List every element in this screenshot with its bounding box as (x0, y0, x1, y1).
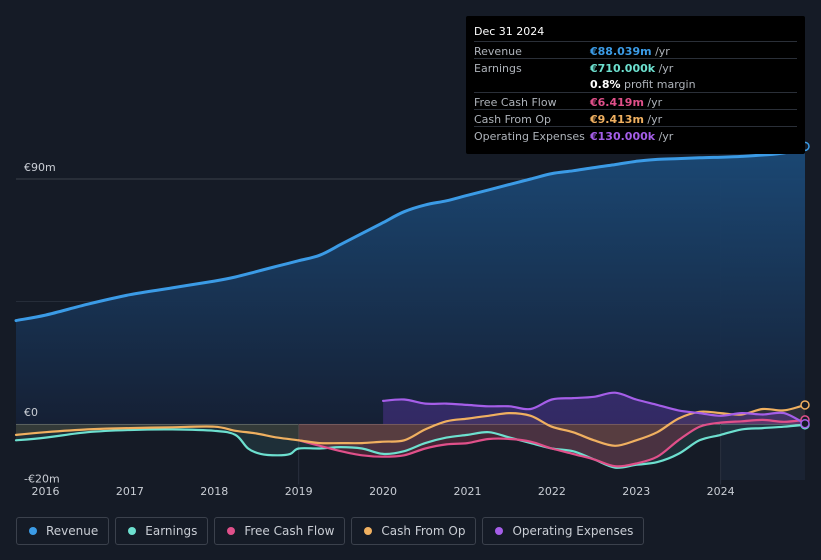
x-tick-label: 2021 (453, 485, 481, 498)
legend-label: Free Cash Flow (244, 524, 335, 538)
legend-dot-icon (227, 527, 236, 535)
y-tick-label: €0 (24, 406, 38, 419)
tooltip-row-profit-margin: 0.8% profit margin (474, 75, 797, 92)
y-axis-tick-labels: €90m €0 -€20m (24, 161, 60, 485)
earnings-line (14, 423, 807, 469)
tooltip-unit: /yr (655, 130, 674, 143)
legend-item-cash-from-op[interactable]: Cash From Op (351, 517, 477, 545)
cash-from-op-area (16, 404, 805, 446)
x-tick-label: 2016 (32, 485, 60, 498)
tooltip-label: Earnings (474, 62, 522, 75)
tooltip-row-revenue: Revenue €88.039m /yr (474, 41, 797, 59)
tooltip-row-operating-expenses: Operating Expenses €130.000k /yr (474, 126, 797, 144)
x-tick-label: 2020 (369, 485, 397, 498)
tooltip-value: €710.000k (590, 62, 656, 75)
cash-from-op-end-marker (800, 400, 810, 410)
tooltip-value: 0.8% (590, 78, 621, 91)
cash-from-op-line (14, 403, 807, 447)
legend-item-free-cash-flow[interactable]: Free Cash Flow (214, 517, 346, 545)
legend-item-earnings[interactable]: Earnings (115, 517, 209, 545)
operating-expenses-end-marker (800, 418, 810, 429)
x-tick-label: 2023 (622, 485, 650, 498)
y-tick-label: €90m (24, 161, 56, 174)
revenue-line (14, 144, 807, 323)
legend-label: Earnings (145, 524, 198, 538)
earnings-area (16, 424, 805, 468)
tooltip-value: €9.413m (590, 113, 644, 126)
tooltip-value: €6.419m (590, 96, 644, 109)
legend-label: Operating Expenses (512, 524, 634, 538)
x-tick-label: 2024 (707, 485, 735, 498)
tooltip-label: Cash From Op (474, 113, 552, 126)
tooltip-row-earnings: Earnings €710.000k /yr (474, 58, 797, 76)
tooltip-label: Revenue (474, 45, 522, 58)
legend-item-revenue[interactable]: Revenue (16, 517, 110, 545)
tooltip-date: Dec 31 2024 (474, 25, 545, 38)
free-cash-flow-area (298, 419, 805, 467)
revenue-area (16, 146, 805, 425)
tooltip-row-cash-from-op: Cash From Op €9.413m /yr (474, 109, 797, 127)
legend-dot-icon (29, 527, 37, 535)
tooltip-unit: /yr (651, 45, 670, 58)
tooltip-label: Free Cash Flow (474, 96, 557, 109)
x-tick-label: 2022 (538, 485, 566, 498)
tooltip-value: €88.039m (590, 45, 652, 58)
x-tick-label: 2018 (200, 485, 228, 498)
tooltip-panel: Dec 31 2024 Revenue €88.039m /yr Earning… (466, 16, 805, 154)
tooltip-value: €130.000k (590, 130, 656, 143)
x-axis-tick-labels: 2016 2017 2018 2019 2020 2021 2022 2023 2024 (32, 485, 735, 498)
tooltip-unit: profit margin (620, 78, 696, 91)
tooltip-row-free-cash-flow: Free Cash Flow €6.419m /yr (474, 92, 797, 110)
series-areas (16, 146, 805, 468)
legend-label: Revenue (46, 524, 99, 538)
tooltip-unit: /yr (643, 96, 663, 109)
legend-dot-icon (128, 527, 137, 535)
legend-item-operating-expenses[interactable]: Operating Expenses (482, 517, 645, 545)
x-tick-label: 2019 (285, 485, 313, 498)
legend-dot-icon (364, 527, 373, 535)
tooltip-label: Operating Expenses (474, 130, 585, 143)
legend-label: Cash From Op (381, 524, 466, 538)
tooltip-unit: /yr (643, 113, 663, 126)
series-lines (14, 144, 807, 469)
tooltip-unit: /yr (655, 62, 674, 75)
legend: Revenue Earnings Free Cash Flow Cash Fro… (16, 517, 645, 545)
legend-dot-icon (495, 527, 504, 535)
free-cash-flow-line (297, 418, 807, 468)
operating-expenses-line (382, 391, 807, 425)
x-tick-label: 2017 (116, 485, 144, 498)
y-tick-label: -€20m (24, 472, 60, 485)
